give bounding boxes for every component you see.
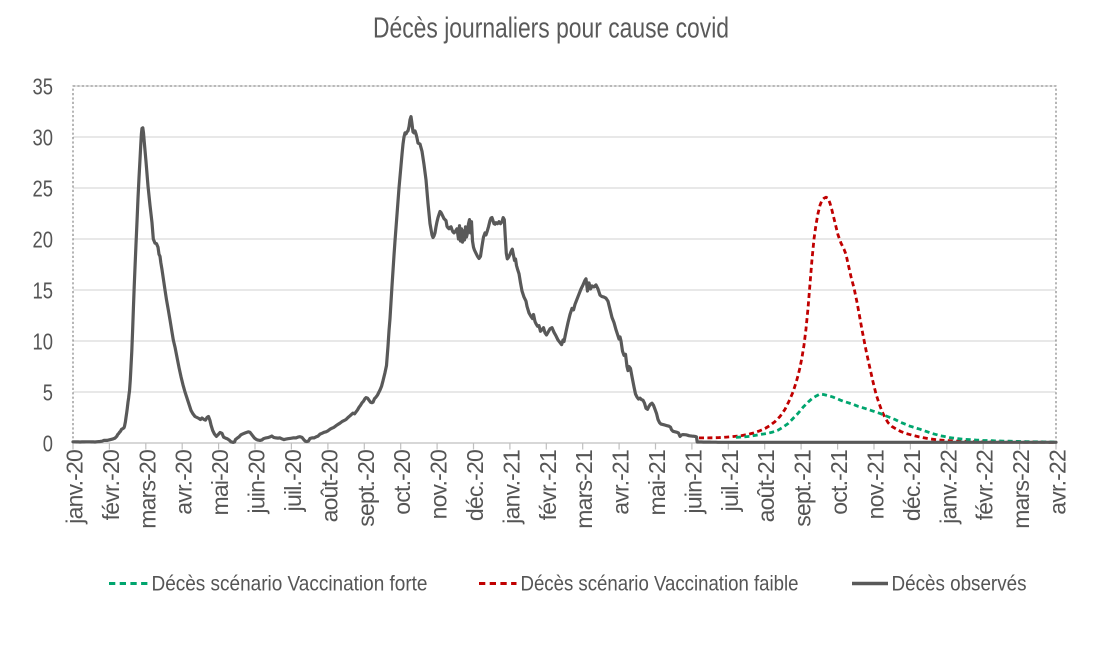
svg-text:janv.-20: janv.-20 <box>62 450 88 525</box>
svg-text:mars-21: mars-21 <box>571 450 597 529</box>
svg-text:déc.-21: déc.-21 <box>899 450 925 521</box>
svg-text:avr.-20: avr.-20 <box>171 450 197 515</box>
svg-text:5: 5 <box>43 380 53 406</box>
svg-text:35: 35 <box>33 74 54 100</box>
svg-text:janv.-21: janv.-21 <box>498 450 524 525</box>
svg-text:25: 25 <box>33 176 54 202</box>
svg-text:juin-21: juin-21 <box>680 450 706 514</box>
svg-text:août-21: août-21 <box>753 450 779 522</box>
svg-text:Décès scénario Vaccination fai: Décès scénario Vaccination faible <box>521 572 799 596</box>
svg-text:oct.-20: oct.-20 <box>389 450 415 515</box>
svg-text:août-20: août-20 <box>316 450 342 522</box>
svg-text:févr.-22: févr.-22 <box>972 450 998 520</box>
svg-text:févr.-21: févr.-21 <box>535 450 561 520</box>
svg-text:juil.-20: juil.-20 <box>280 450 306 512</box>
svg-text:oct.-21: oct.-21 <box>826 450 852 515</box>
svg-text:mai-21: mai-21 <box>644 450 670 516</box>
svg-text:Décès scénario Vaccination for: Décès scénario Vaccination forte <box>152 572 428 596</box>
svg-text:juin-20: juin-20 <box>244 450 270 514</box>
svg-text:30: 30 <box>33 125 54 151</box>
svg-text:avr.-22: avr.-22 <box>1045 450 1071 515</box>
svg-text:nov.-20: nov.-20 <box>426 450 452 519</box>
svg-text:15: 15 <box>33 278 54 304</box>
svg-text:sept.-20: sept.-20 <box>353 450 379 527</box>
svg-text:10: 10 <box>33 329 54 355</box>
svg-text:0: 0 <box>43 431 53 457</box>
svg-text:janv.-22: janv.-22 <box>935 450 961 525</box>
svg-text:juil.-21: juil.-21 <box>717 450 743 512</box>
svg-text:mars-20: mars-20 <box>134 450 160 529</box>
svg-text:Décès observés: Décès observés <box>892 572 1027 596</box>
svg-text:nov.-21: nov.-21 <box>863 450 889 519</box>
svg-text:avr.-21: avr.-21 <box>608 450 634 515</box>
svg-text:févr.-20: févr.-20 <box>98 450 124 520</box>
svg-text:Décès journaliers pour cause c: Décès journaliers pour cause covid <box>373 13 729 45</box>
svg-text:mai-20: mai-20 <box>207 450 233 516</box>
svg-text:déc.-20: déc.-20 <box>462 450 488 521</box>
svg-text:sept.-21: sept.-21 <box>790 450 816 527</box>
svg-text:20: 20 <box>33 227 54 253</box>
svg-text:mars-22: mars-22 <box>1008 450 1034 529</box>
